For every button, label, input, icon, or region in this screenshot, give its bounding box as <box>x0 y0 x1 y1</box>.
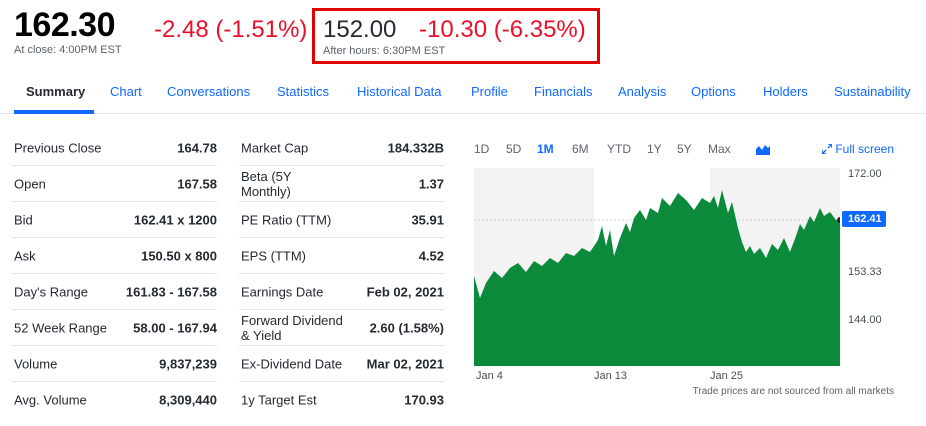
price-chart-plot[interactable] <box>474 168 840 368</box>
range-1m-button[interactable]: 1M <box>537 142 554 156</box>
stat-value: 170.93 <box>404 392 444 408</box>
range-ytd-button[interactable]: YTD <box>607 142 631 156</box>
stat-label: Ask <box>14 248 36 263</box>
active-tab-indicator <box>14 110 94 114</box>
expand-arrows-icon <box>821 142 835 156</box>
tab-options[interactable]: Options <box>691 84 736 99</box>
tab-summary[interactable]: Summary <box>26 84 86 99</box>
stat-label: Day's Range <box>14 284 89 299</box>
stat-value: 150.50 x 800 <box>141 248 217 263</box>
range-5d-button[interactable]: 5D <box>506 142 522 156</box>
stat-value: Feb 02, 2021 <box>366 284 444 299</box>
tab-chart[interactable]: Chart <box>110 84 142 99</box>
after-hours-price: 152.00 <box>323 16 397 43</box>
stat-value: 1.37 <box>418 176 444 191</box>
stat-value: 161.83 - 167.58 <box>125 284 217 299</box>
current-price-badge-label: 162.41 <box>848 213 882 225</box>
stat-value: 35.91 <box>411 212 444 227</box>
quote-nav-tabs: Summary Chart Conversations Statistics H… <box>0 72 926 114</box>
stat-value: 162.41 x 1200 <box>133 212 217 227</box>
current-price: 162.30 <box>14 6 116 44</box>
stat-label: Open <box>14 176 46 191</box>
tab-statistics[interactable]: Statistics <box>277 84 330 99</box>
range-5y-button[interactable]: 5Y <box>677 142 692 156</box>
tab-historical-data[interactable]: Historical Data <box>357 84 442 99</box>
x-tick-jan-4: Jan 4 <box>476 370 503 382</box>
stat-value: 58.00 - 167.94 <box>133 320 217 335</box>
stat-row: EPS (TTM) 4.52 <box>239 238 444 274</box>
stat-row: Avg. Volume 8,309,440 <box>12 382 217 418</box>
tab-conversations[interactable]: Conversations <box>167 84 251 99</box>
chart-disclaimer: Trade prices are not sourced from all ma… <box>692 386 894 397</box>
x-tick-jan-13: Jan 13 <box>594 370 628 382</box>
market-close-note: At close: 4:00PM EST <box>14 44 122 56</box>
stat-label: Beta (5Y Monthly) <box>241 168 292 199</box>
quote-header: 162.30 -2.48 (-1.51%) At close: 4:00PM E… <box>12 6 912 64</box>
stat-row: Volume 9,837,239 <box>12 346 217 382</box>
stat-label: Earnings Date <box>241 284 324 299</box>
stat-value: Mar 02, 2021 <box>366 356 444 371</box>
range-max-button[interactable]: Max <box>708 142 731 156</box>
x-tick-jan-25: Jan 25 <box>710 370 744 382</box>
range-1y-button[interactable]: 1Y <box>647 142 662 156</box>
after-hours-change: -10.30 (-6.35%) <box>419 16 586 43</box>
stat-row: 52 Week Range 58.00 - 167.94 <box>12 310 217 346</box>
full-screen-button[interactable]: Full screen <box>821 142 894 156</box>
full-screen-label: Full screen <box>835 142 894 156</box>
tab-profile[interactable]: Profile <box>471 84 508 99</box>
stat-row: Bid 162.41 x 1200 <box>12 202 217 238</box>
stat-value: 9,837,239 <box>159 356 217 371</box>
range-6m-button[interactable]: 6M <box>572 142 589 156</box>
stat-row: Forward Dividend & Yield 2.60 (1.58%) <box>239 310 444 346</box>
stat-label: 1y Target Est <box>241 392 317 408</box>
stat-label: Avg. Volume <box>14 392 87 408</box>
stat-value: 2.60 (1.58%) <box>369 320 444 335</box>
stat-label: EPS (TTM) <box>241 248 306 263</box>
range-1d-button[interactable]: 1D <box>474 142 490 156</box>
stat-label: 52 Week Range <box>14 320 107 335</box>
price-change: -2.48 (-1.51%) <box>154 16 308 43</box>
stat-label: Bid <box>14 212 33 227</box>
stat-label: Ex-Dividend Date <box>241 356 343 371</box>
tab-sustainability[interactable]: Sustainability <box>834 84 911 99</box>
stat-row: PE Ratio (TTM) 35.91 <box>239 202 444 238</box>
stat-row: Ask 150.50 x 800 <box>12 238 217 274</box>
mountain-chart-icon[interactable] <box>756 142 770 155</box>
tab-holders[interactable]: Holders <box>763 84 808 99</box>
y-tick-153: 153.33 <box>848 266 882 278</box>
stat-row: Ex-Dividend Date Mar 02, 2021 <box>239 346 444 382</box>
stat-label: Volume <box>14 356 58 371</box>
after-hours-highlight: 152.00 -10.30 (-6.35%) After hours: 6:30… <box>312 8 600 64</box>
y-tick-172: 172.00 <box>848 168 882 180</box>
y-tick-144: 144.00 <box>848 314 882 326</box>
stat-value: 184.332B <box>387 140 444 155</box>
stat-label: PE Ratio (TTM) <box>241 212 332 227</box>
stat-label: Forward Dividend & Yield <box>241 312 343 343</box>
stat-value: 167.58 <box>177 176 217 191</box>
stat-row: Open 167.58 <box>12 166 217 202</box>
stat-value: 8,309,440 <box>159 392 217 408</box>
stat-value: 4.52 <box>418 248 444 263</box>
stat-value: 164.78 <box>177 140 217 155</box>
stat-label: Previous Close <box>14 140 102 155</box>
tab-financials[interactable]: Financials <box>534 84 593 99</box>
stat-row: 1y Target Est 170.93 <box>239 382 444 418</box>
stat-label: Market Cap <box>241 140 309 155</box>
stat-row: Day's Range 161.83 - 167.58 <box>12 274 217 310</box>
stat-row: Previous Close 164.78 <box>12 130 217 166</box>
price-chart-panel: 1D 5D 1M 6M YTD 1Y 5Y Max Full screen 17… <box>470 130 910 410</box>
current-price-badge: 162.41 <box>842 211 886 227</box>
stat-row: Beta (5Y Monthly) 1.37 <box>239 166 444 202</box>
stat-row: Earnings Date Feb 02, 2021 <box>239 274 444 310</box>
tab-analysis[interactable]: Analysis <box>618 84 667 99</box>
after-hours-note: After hours: 6:30PM EST <box>323 45 446 57</box>
stat-row: Market Cap 184.332B <box>239 130 444 166</box>
